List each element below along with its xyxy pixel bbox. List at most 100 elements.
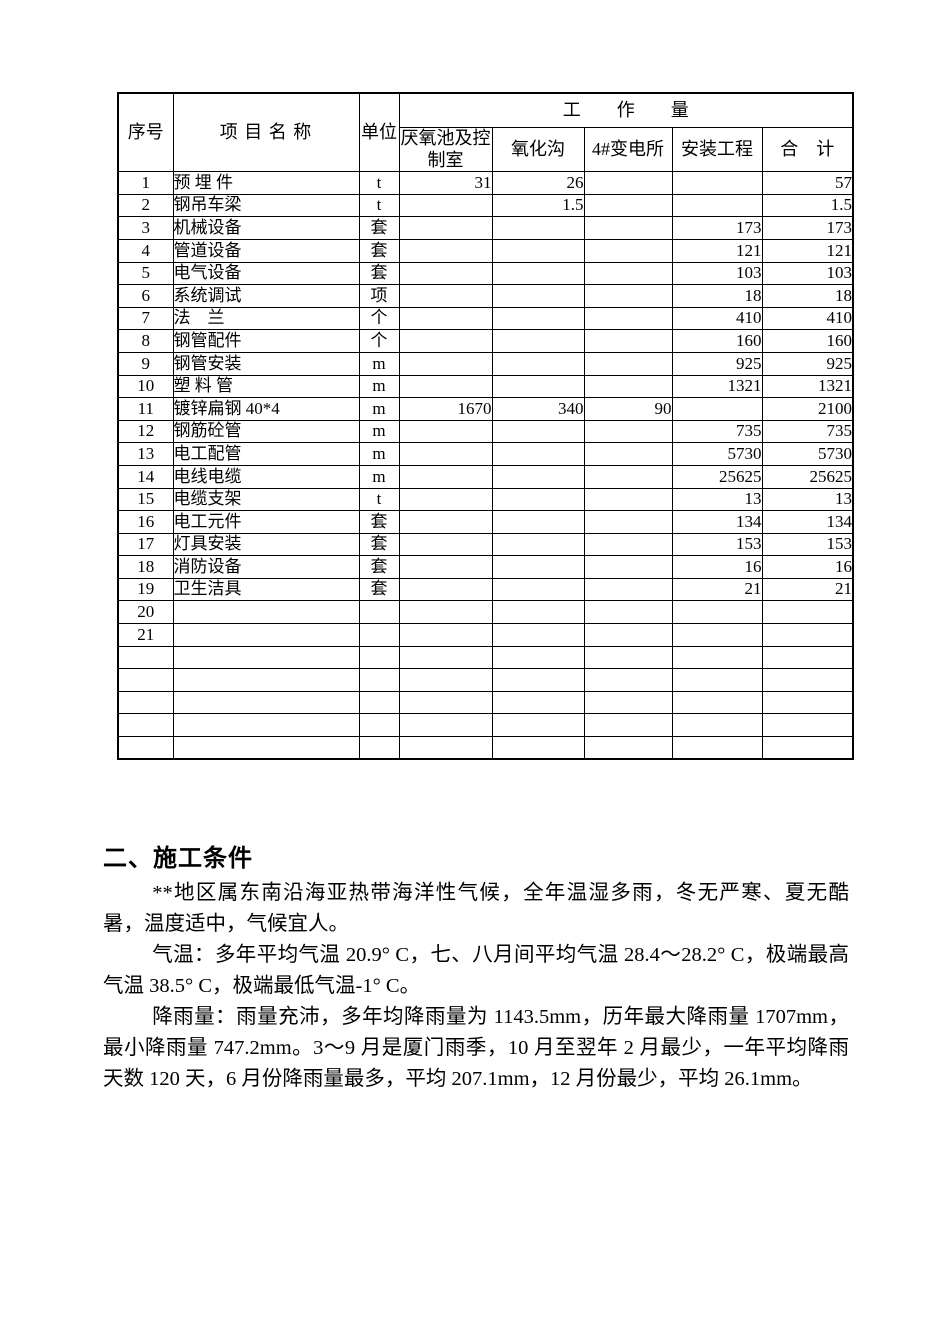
cell-unit: 个 — [358, 329, 400, 353]
cell-installation: 16 — [671, 555, 763, 579]
table-row: 3 机械设备套 173 173 — [117, 216, 854, 240]
cell-unit: m — [358, 351, 400, 376]
cell-anaerobic-tank — [398, 306, 493, 331]
cell-substation — [583, 623, 673, 647]
cell-item-name — [172, 600, 360, 625]
cell-unit: 个 — [358, 306, 400, 331]
cell-anaerobic-tank — [398, 623, 493, 647]
cell-anaerobic-tank — [398, 532, 493, 557]
cell-seq: 4 — [117, 238, 174, 263]
cell-oxidation-ditch — [491, 419, 585, 444]
cell-seq — [117, 713, 174, 738]
cell-unit: m — [358, 419, 400, 444]
table-row: 17 灯具安装套 153 153 — [117, 532, 854, 557]
cell-total: 925 — [761, 351, 854, 376]
cell-anaerobic-tank — [398, 555, 493, 579]
cell-installation — [671, 397, 763, 421]
cell-seq — [117, 645, 174, 670]
table-row: 6 系统调试项 18 18 — [117, 284, 854, 308]
cell-oxidation-ditch — [491, 351, 585, 376]
col-header-seq: 序号 — [117, 92, 174, 173]
col-header-oxidation-ditch: 氧化沟 — [491, 126, 585, 173]
cell-anaerobic-tank — [398, 736, 493, 760]
table-row: 10 塑 料 管 m 1321 1321 — [117, 374, 854, 399]
cell-unit — [358, 623, 400, 647]
cell-installation — [671, 713, 763, 738]
cell-seq: 16 — [117, 510, 174, 534]
cell-seq: 17 — [117, 532, 174, 557]
cell-seq: 10 — [117, 374, 174, 399]
cell-seq: 14 — [117, 464, 174, 489]
cell-substation — [583, 645, 673, 670]
cell-oxidation-ditch — [491, 464, 585, 489]
cell-substation — [583, 668, 673, 692]
cell-oxidation-ditch — [491, 532, 585, 557]
cell-total — [761, 736, 854, 760]
cell-installation: 103 — [671, 261, 763, 286]
cell-unit: m — [358, 442, 400, 466]
cell-installation: 153 — [671, 532, 763, 557]
cell-seq: 1 — [117, 171, 174, 195]
cell-total — [761, 668, 854, 692]
cell-seq — [117, 690, 174, 715]
cell-oxidation-ditch: 1.5 — [491, 193, 585, 218]
table-row: 4 管道设备套 121 121 — [117, 238, 854, 263]
table-row — [117, 645, 854, 670]
cell-item-name: 电缆支架 — [172, 487, 360, 512]
table-row: 13 电工配管 m 5730 5730 — [117, 442, 854, 466]
cell-unit — [358, 600, 400, 625]
cell-unit — [358, 690, 400, 715]
cell-item-name — [172, 690, 360, 715]
cell-item-name: 钢管配件 — [172, 329, 360, 353]
table-row: 8 钢管配件个 160 160 — [117, 329, 854, 353]
cell-anaerobic-tank — [398, 510, 493, 534]
cell-item-name: 消防设备 — [172, 555, 360, 579]
work-quantity-table: 序号 项 目 名 称 单位 工 作 量 厌氧池及控制室 氧化沟 4#变电所 安装… — [117, 92, 854, 761]
cell-total: 160 — [761, 329, 854, 353]
table-row: 19 卫生洁具套 21 21 — [117, 577, 854, 602]
cell-anaerobic-tank — [398, 690, 493, 715]
cell-item-name: 电气设备 — [172, 261, 360, 286]
cell-item-name: 电工元件 — [172, 510, 360, 534]
cell-substation — [583, 419, 673, 444]
cell-item-name: 镀锌扁钢 40*4 — [172, 397, 360, 421]
cell-item-name — [172, 645, 360, 670]
table-row: 14 电线电缆 m 25625 25625 — [117, 464, 854, 489]
cell-unit: 套 — [358, 577, 400, 602]
table-row: 9 钢管安装 m 925 925 — [117, 351, 854, 376]
cell-total — [761, 600, 854, 625]
cell-item-name: 系统调试 — [172, 284, 360, 308]
cell-oxidation-ditch — [491, 284, 585, 308]
cell-substation — [583, 577, 673, 602]
cell-seq: 6 — [117, 284, 174, 308]
cell-installation: 735 — [671, 419, 763, 444]
cell-item-name: 钢筋砼管 — [172, 419, 360, 444]
cell-total: 1.5 — [761, 193, 854, 218]
cell-substation: 90 — [583, 397, 673, 421]
cell-total: 103 — [761, 261, 854, 286]
cell-oxidation-ditch — [491, 736, 585, 760]
cell-anaerobic-tank — [398, 329, 493, 353]
table-row: 12 钢筋砼管 m 735 735 — [117, 419, 854, 444]
cell-oxidation-ditch — [491, 623, 585, 647]
table-row — [117, 713, 854, 738]
cell-anaerobic-tank — [398, 487, 493, 512]
cell-anaerobic-tank — [398, 284, 493, 308]
cell-item-name: 预 埋 件 — [172, 171, 360, 195]
paragraph-temperature: 气温：多年平均气温 20.9° C，七、八月间平均气温 28.4～28.2° C… — [103, 944, 849, 997]
paragraph-climate: **地区属东南沿海亚热带海洋性气候，全年温湿多雨，冬无严寒、夏无酷暑，温度适中，… — [103, 882, 849, 935]
cell-installation: 410 — [671, 306, 763, 331]
cell-anaerobic-tank — [398, 464, 493, 489]
cell-substation — [583, 171, 673, 195]
cell-oxidation-ditch — [491, 645, 585, 670]
cell-oxidation-ditch — [491, 238, 585, 263]
cell-anaerobic-tank — [398, 261, 493, 286]
cell-item-name — [172, 623, 360, 647]
cell-substation — [583, 238, 673, 263]
table-row: 18 消防设备套 16 16 — [117, 555, 854, 579]
table-row: 20 — [117, 600, 854, 625]
section-body: **地区属东南沿海亚热带海洋性气候，全年温湿多雨，冬无严寒、夏无酷暑，温度适中，… — [103, 878, 849, 1095]
cell-installation: 160 — [671, 329, 763, 353]
col-header-installation: 安装工程 — [671, 126, 763, 173]
